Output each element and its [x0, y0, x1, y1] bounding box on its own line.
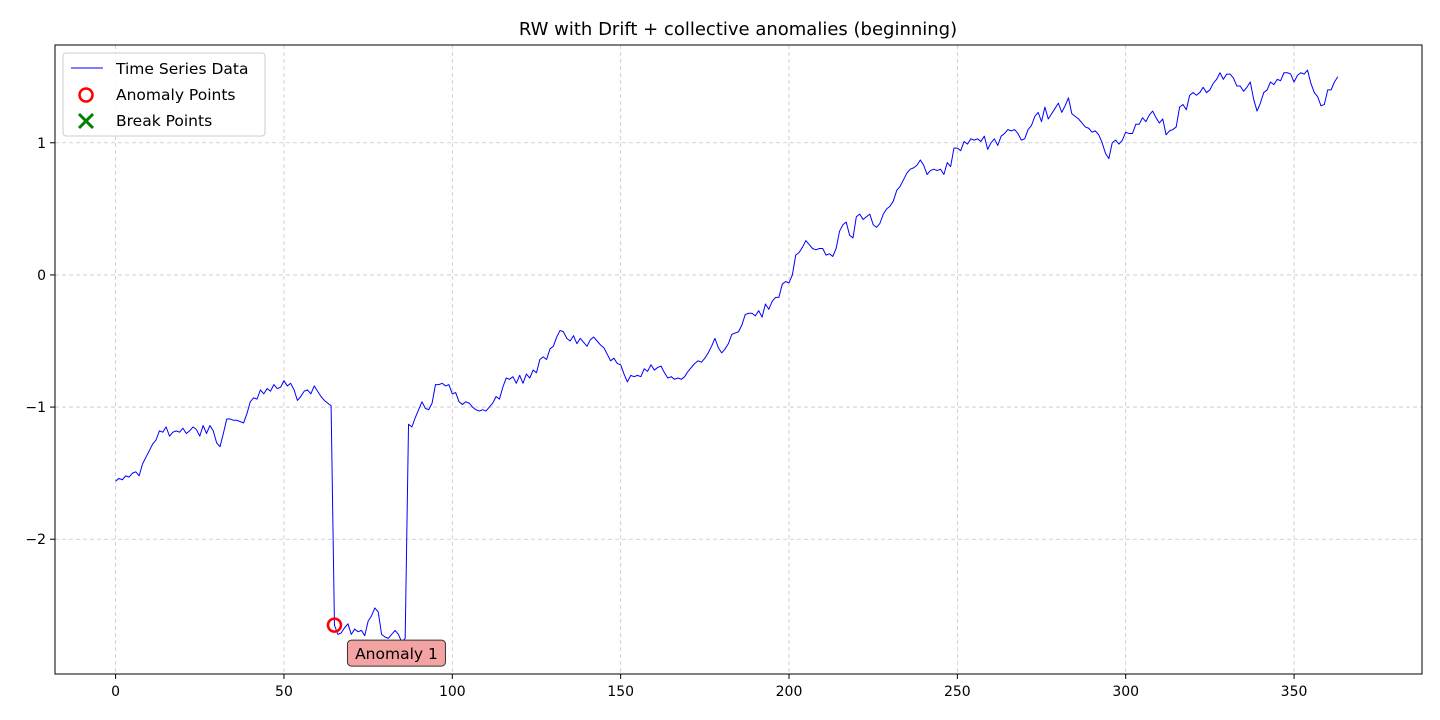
- y-tick-label: −1: [25, 400, 46, 416]
- plot-area-frame: [54, 44, 1423, 675]
- x-tick-label: 350: [1281, 684, 1308, 700]
- anomaly-layer: [326, 617, 343, 633]
- grid: [55, 45, 1422, 674]
- y-tick-label: −2: [25, 532, 46, 548]
- axis-ticks: 0 50 100 150 200 250 300 350 −2 −1 0 1: [25, 136, 1307, 700]
- x-tick-label: 0: [111, 684, 120, 700]
- anomaly-point: [326, 617, 343, 633]
- legend-label: Anomaly Points: [116, 86, 235, 104]
- legend: Time Series Data Anomaly Points Break Poin…: [62, 52, 266, 137]
- legend-label: Break Points: [116, 112, 212, 130]
- x-tick-label: 50: [275, 684, 293, 700]
- annotation-layer: Anomaly 1: [346, 639, 446, 667]
- series-layer: [115, 69, 1339, 643]
- x-tick-label: 150: [607, 684, 634, 700]
- annotation-label: Anomaly 1: [355, 645, 438, 663]
- legend-box: [62, 52, 266, 137]
- annotation-box: [346, 639, 446, 667]
- series-line-time-series-data: [115, 69, 1339, 643]
- chart-title: RW with Drift + collective anomalies (be…: [519, 19, 957, 40]
- x-tick-label: 300: [1112, 684, 1139, 700]
- x-tick-label: 200: [776, 684, 803, 700]
- y-tick-label: 0: [37, 268, 46, 284]
- y-tick-label: 1: [37, 136, 46, 152]
- x-tick-label: 250: [944, 684, 971, 700]
- legend-x-swatch: [77, 112, 95, 130]
- legend-circle-swatch: [78, 87, 94, 103]
- legend-label: Time Series Data: [115, 60, 248, 78]
- x-tick-label: 100: [439, 684, 466, 700]
